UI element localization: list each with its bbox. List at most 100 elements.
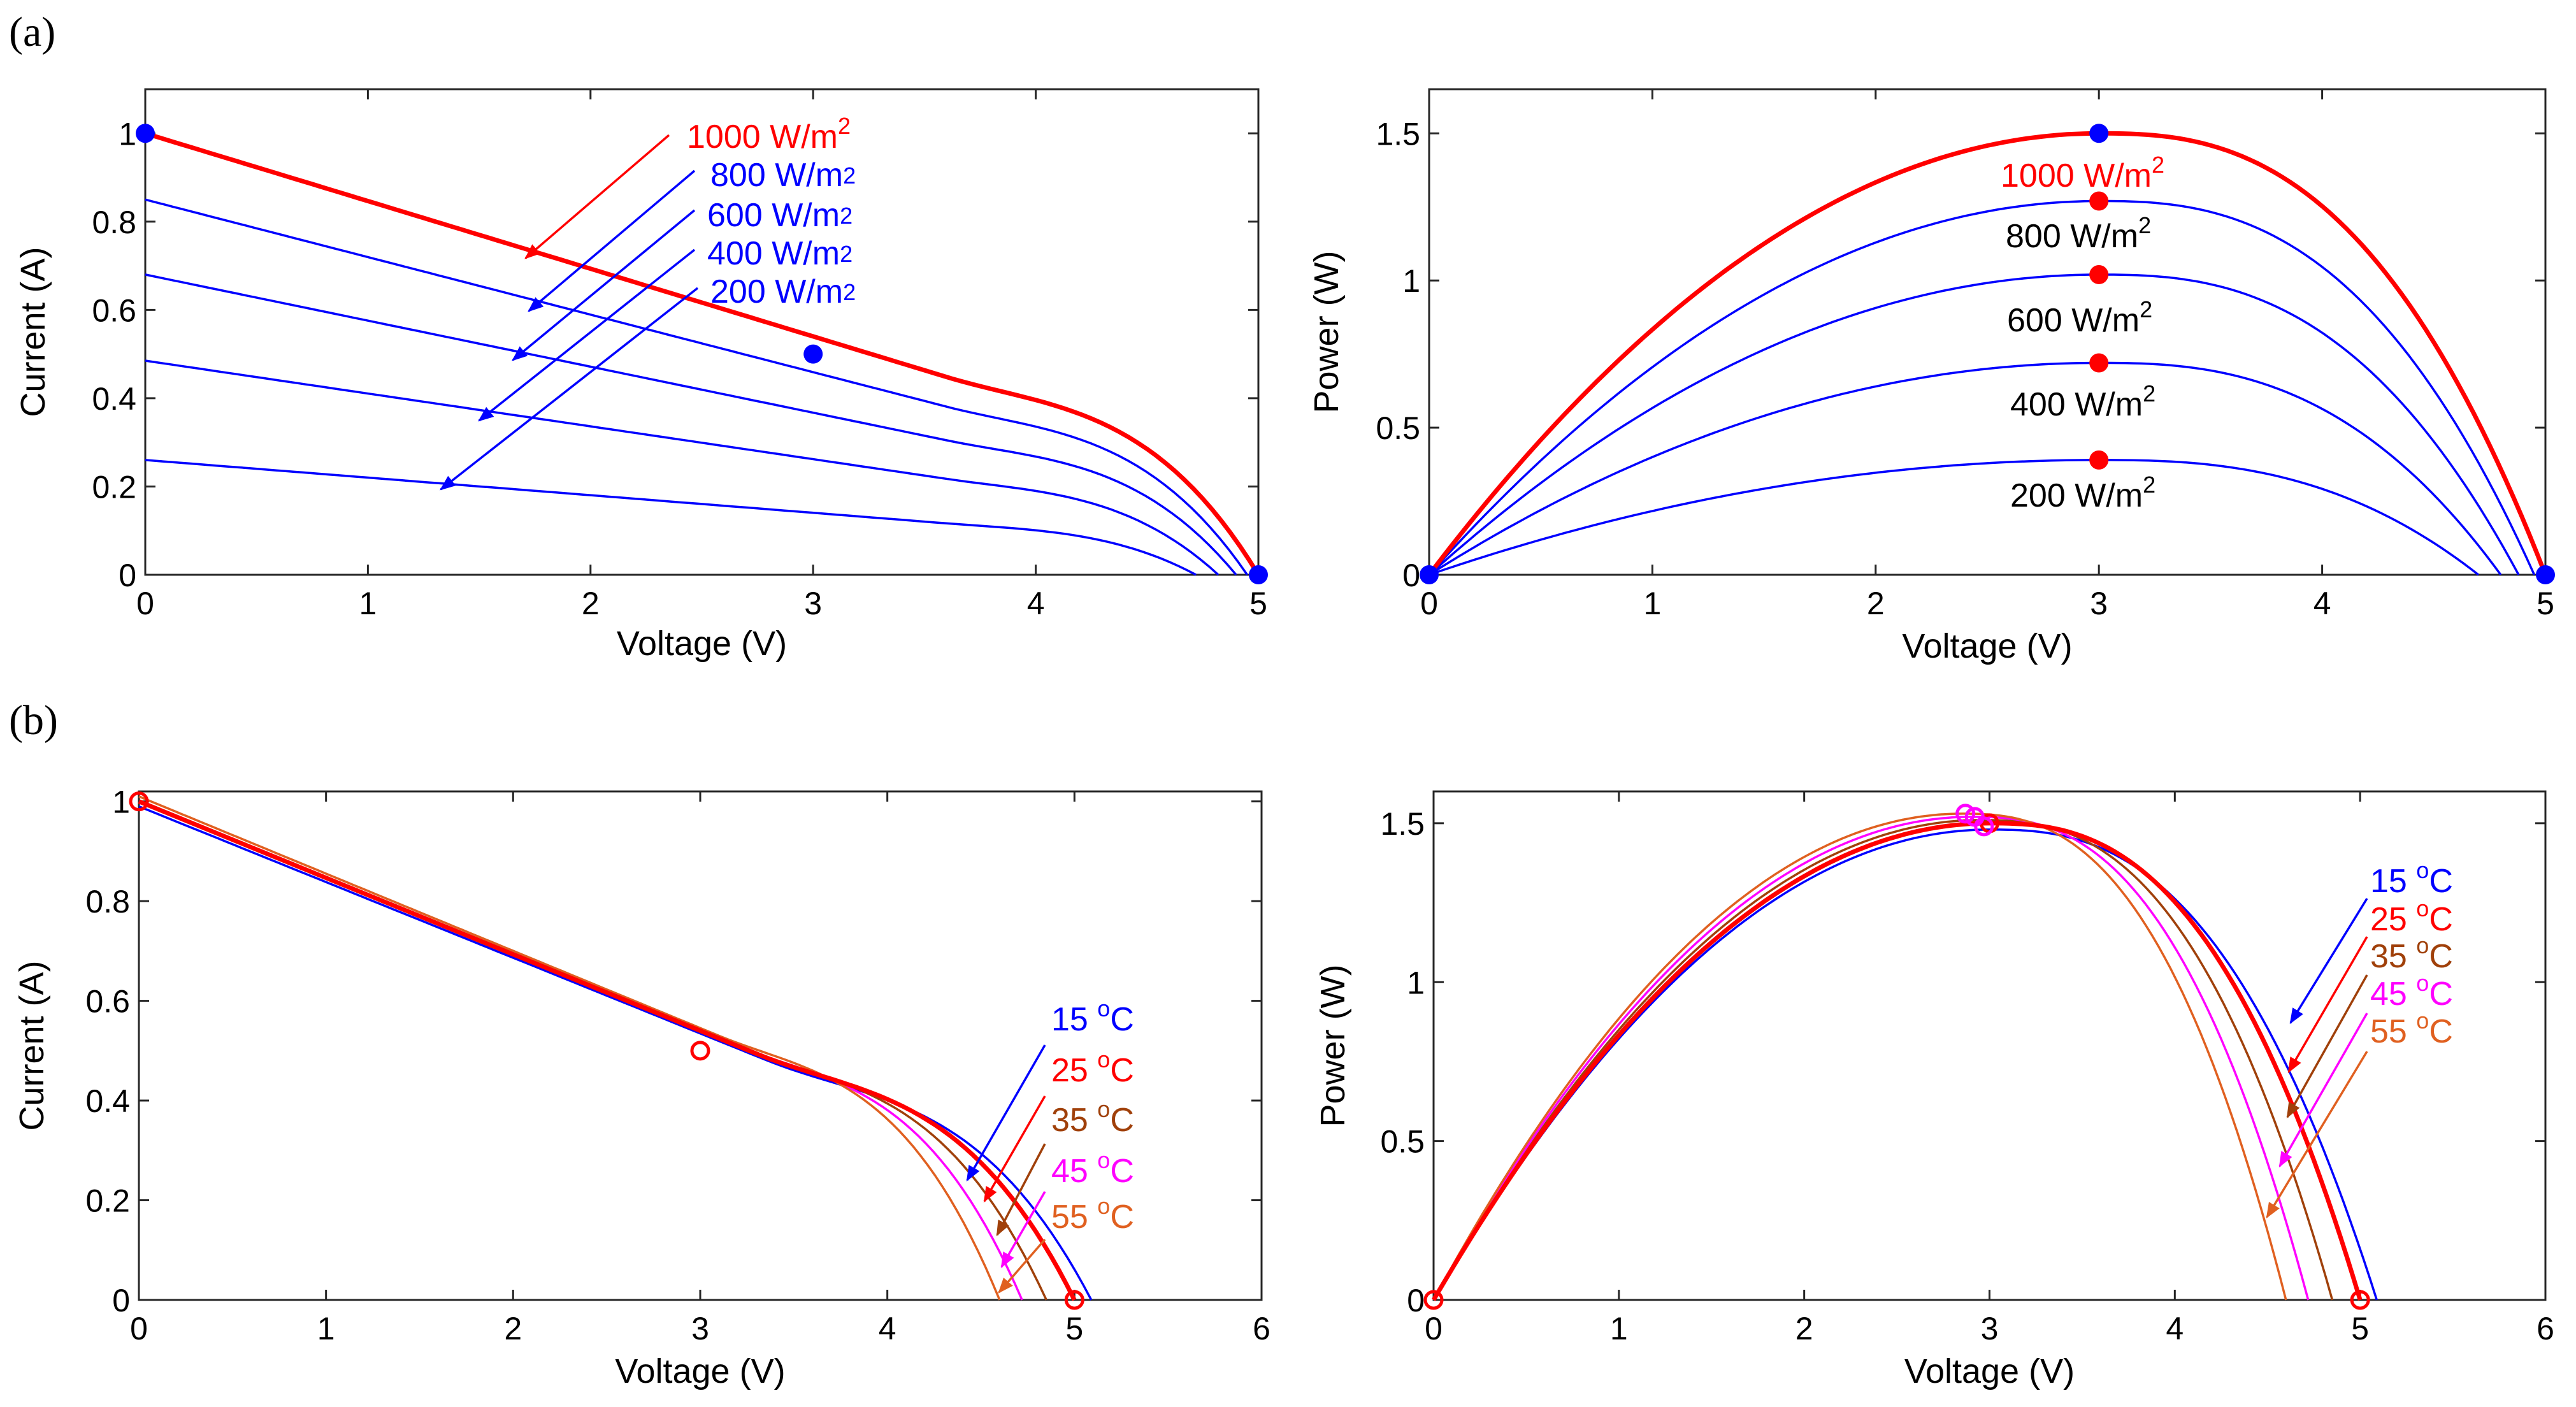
series-line-55-oc <box>1432 812 2287 1301</box>
y-tick-label: 1.5 <box>1376 116 1420 152</box>
data-point-marker <box>1249 565 1268 584</box>
series-line-35-oc <box>1432 819 2334 1301</box>
x-tick-label: 1 <box>317 1311 335 1346</box>
series-line-45-oc <box>1432 816 2310 1301</box>
x-axis-label: Voltage (V) <box>615 1352 785 1390</box>
data-point-marker <box>803 344 823 364</box>
annotation-arrow <box>512 209 696 361</box>
x-tick-label: 1 <box>1610 1311 1628 1346</box>
annotation-arrow <box>2286 974 2368 1119</box>
y-tick-label: 0 <box>1407 1283 1425 1318</box>
y-tick-label: 0.4 <box>85 1083 130 1119</box>
annotation-arrow <box>2278 1013 2368 1168</box>
y-tick-label: 0.2 <box>92 469 136 505</box>
series-annotation-label: 600 W/m2 <box>2007 296 2152 339</box>
annotation-arrow <box>996 1143 1046 1237</box>
data-point-marker <box>2089 264 2109 284</box>
y-tick-label: 0.2 <box>85 1183 130 1219</box>
x-tick-label: 2 <box>1867 586 1885 621</box>
chart-b1-current-vs-voltage: 0 1 2 3 4 5 6 0 0.2 0.4 0.6 0.8 1 Voltage (V) Current … <box>13 784 1270 1390</box>
y-tick-label: 0.5 <box>1380 1124 1425 1160</box>
series-line-200-w-m2 <box>1428 459 2479 576</box>
series-line-400-w-m2 <box>1428 361 2502 576</box>
x-tick-label: 0 <box>1420 586 1438 621</box>
y-tick-label: 0.6 <box>85 984 130 1020</box>
annotation-arrow <box>998 1238 1046 1294</box>
data-point-marker <box>2536 565 2555 584</box>
data-point-marker <box>1974 816 1994 837</box>
annotation-arrow <box>440 287 699 491</box>
panel-a-label: (a) <box>9 9 55 55</box>
x-axis-label: Voltage (V) <box>1904 1352 2075 1390</box>
series-annotation-label: 25 oC <box>1051 1046 1134 1089</box>
chart-a2-power-vs-voltage: 0 1 2 3 4 5 0 0.5 1 1.5 Voltage (V) Power (W) 1000 W… <box>1307 88 2555 665</box>
x-tick-label: 5 <box>2351 1311 2369 1346</box>
x-tick-label: 4 <box>2313 586 2331 621</box>
x-tick-label: 3 <box>1981 1311 1999 1346</box>
data-point-marker <box>1064 1290 1084 1310</box>
plot-area-frame <box>1428 88 2547 576</box>
series-line-25-oc <box>138 799 1077 1301</box>
x-tick-label: 2 <box>1795 1311 1813 1346</box>
x-tick-label: 3 <box>804 586 822 621</box>
x-tick-label: 2 <box>504 1311 522 1346</box>
x-tick-label: 6 <box>2536 1311 2554 1346</box>
data-point-marker <box>2350 1290 2370 1310</box>
series-annotation-label: 400 W/m2 <box>707 235 853 272</box>
y-axis-label: Power (W) <box>1307 251 1346 414</box>
series-line-1000-w-m2 <box>144 131 1260 576</box>
y-tick-label: 0 <box>112 1283 130 1318</box>
x-axis-label: Voltage (V) <box>1902 627 2072 665</box>
panel-b-label: (b) <box>9 697 58 744</box>
series-annotation-label: 200 W/m2 <box>710 273 856 310</box>
series-line-45-oc <box>138 800 1023 1301</box>
data-point-marker <box>1955 804 1976 824</box>
annotation-arrow <box>2289 898 2368 1025</box>
data-point-marker <box>1420 565 1439 584</box>
y-tick-label: 0 <box>1402 558 1420 593</box>
series-annotation-label: 1000 W/m2 <box>2001 152 2164 194</box>
series-line-15-oc <box>138 805 1093 1301</box>
chart-a1-current-vs-voltage: 0 1 2 3 4 5 0 0.2 0.4 0.6 0.8 1 Voltage (V) Current (… <box>14 88 1268 663</box>
series-annotation-label: 45 oC <box>2370 970 2453 1013</box>
series-annotation-label: 1000 W/m2 <box>687 113 851 155</box>
x-axis-label: Voltage (V) <box>617 624 787 663</box>
plot-area-frame <box>144 88 1260 576</box>
data-point-marker <box>690 1041 710 1061</box>
chart-b2-power-vs-voltage: 0 1 2 3 4 5 6 0 0.5 1 1.5 Voltage (V) Power (W) 15 oC… <box>1314 790 2554 1390</box>
x-tick-label: 0 <box>1425 1311 1443 1346</box>
series-line-1000-w-m2 <box>1427 131 2548 577</box>
y-axis-label: Current (A) <box>14 247 52 417</box>
data-point-marker <box>2089 450 2109 470</box>
series-annotation-label: 45 oC <box>1051 1147 1134 1190</box>
y-axis-label: Current (A) <box>13 960 51 1130</box>
series-line-200-w-m2 <box>145 459 1197 576</box>
x-tick-label: 5 <box>2536 586 2554 621</box>
y-tick-label: 0 <box>119 558 136 593</box>
x-tick-label: 0 <box>130 1311 148 1346</box>
annotation-arrow <box>2287 936 2368 1074</box>
series-annotation-label: 15 oC <box>2370 857 2453 900</box>
y-tick-label: 1 <box>1402 263 1420 299</box>
series-annotation-label: 200 W/m2 <box>2010 472 2155 514</box>
series-annotation-label: 35 oC <box>1051 1096 1134 1139</box>
series-annotation-label: 25 oC <box>2370 895 2453 938</box>
series-line-55-oc <box>138 795 1001 1301</box>
x-tick-label: 1 <box>359 586 377 621</box>
y-tick-label: 1 <box>119 116 136 152</box>
data-point-marker <box>2089 353 2109 373</box>
series-line-600-w-m2 <box>1428 273 2520 576</box>
y-tick-label: 1.5 <box>1380 806 1425 842</box>
y-tick-label: 0.8 <box>92 205 136 240</box>
series-line-400-w-m2 <box>145 359 1220 576</box>
series-annotation-label: 800 W/m2 <box>2006 212 2151 255</box>
series-annotation-label: 800 W/m2 <box>710 157 856 194</box>
series-line-800-w-m2 <box>145 198 1248 576</box>
annotation-arrow <box>966 1044 1046 1182</box>
data-point-marker <box>2089 124 2109 143</box>
series-annotation-label: 55 oC <box>2370 1007 2453 1050</box>
x-tick-label: 6 <box>1253 1311 1270 1346</box>
y-tick-label: 0.4 <box>92 381 136 417</box>
x-tick-label: 3 <box>691 1311 709 1346</box>
y-tick-label: 1 <box>112 784 130 820</box>
